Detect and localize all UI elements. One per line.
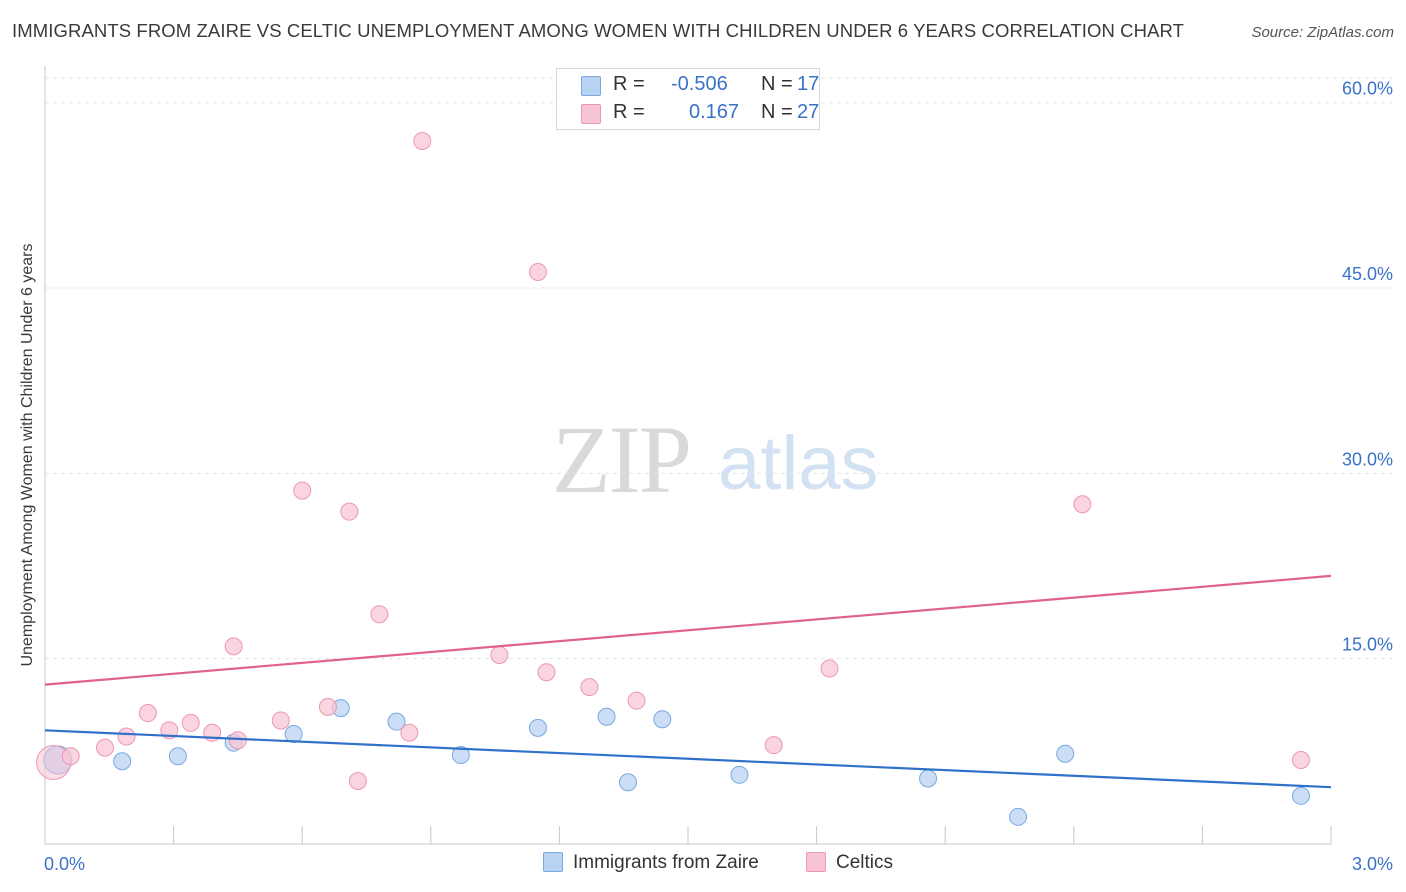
point-celtics xyxy=(181,713,200,732)
watermark-zip: ZIP xyxy=(552,406,692,513)
point-celtics xyxy=(340,502,359,521)
legend-n-value: 17 xyxy=(797,73,820,95)
legend-n-label: N = xyxy=(761,73,793,95)
point-celtics xyxy=(224,637,243,656)
point-celtics xyxy=(627,691,646,710)
legend-swatch-zaire xyxy=(581,76,601,96)
point-zaire xyxy=(919,769,938,788)
legend-r-label: R = xyxy=(613,73,645,95)
point-celtics xyxy=(370,605,389,624)
legend-swatch-celtics xyxy=(581,104,601,124)
point-celtics xyxy=(413,132,432,151)
point-zaire xyxy=(653,710,672,729)
source-label: Source: ZipAtlas.com xyxy=(1251,24,1394,41)
bottom-legend-label-zaire: Immigrants from Zaire xyxy=(573,852,759,873)
point-celtics xyxy=(537,663,556,682)
point-zaire xyxy=(1291,786,1310,805)
point-zaire xyxy=(730,765,749,784)
point-celtics xyxy=(293,481,312,500)
y-tick-label: 60.0% xyxy=(1342,79,1393,99)
point-celtics xyxy=(138,704,157,723)
point-celtics xyxy=(1073,495,1092,514)
legend-n-label: N = xyxy=(761,101,793,123)
point-celtics xyxy=(318,697,337,716)
x-tick-label: 0.0% xyxy=(44,854,85,874)
point-zaire xyxy=(597,707,616,726)
trend-line-zaire xyxy=(44,729,1332,789)
point-zaire xyxy=(387,712,406,731)
y-axis-label: Unemployment Among Women with Children U… xyxy=(19,243,36,667)
point-celtics xyxy=(764,736,783,755)
point-zaire xyxy=(1009,807,1028,826)
legend: R = -0.506 N = 17 R = 0.167 N = 27 xyxy=(556,68,820,130)
point-zaire xyxy=(618,773,637,792)
point-zaire xyxy=(1056,744,1075,763)
bottom-legend-label-celtics: Celtics xyxy=(836,852,894,873)
legend-r-label: R = xyxy=(613,101,645,123)
point-zaire xyxy=(113,752,132,771)
point-celtics xyxy=(820,659,839,678)
point-celtics xyxy=(271,711,290,730)
point-zaire xyxy=(528,718,547,737)
legend-n-value: 27 xyxy=(797,101,820,123)
bottom-legend-swatch-zaire xyxy=(543,852,563,872)
point-celtics xyxy=(580,678,599,697)
point-zaire xyxy=(451,746,470,765)
point-zaire xyxy=(168,747,187,766)
point-celtics xyxy=(61,747,80,766)
point-celtics xyxy=(490,645,509,664)
point-celtics xyxy=(117,727,136,746)
y-tick-label: 30.0% xyxy=(1342,449,1393,469)
point-celtics xyxy=(348,771,367,790)
bottom-legend-zaire: Immigrants from Zaire xyxy=(543,852,759,874)
chart-title: IMMIGRANTS FROM ZAIRE VS CELTIC UNEMPLOY… xyxy=(12,20,1185,41)
point-celtics xyxy=(1291,750,1310,769)
watermark-atlas: atlas xyxy=(718,421,879,506)
legend-r-value: 0.167 xyxy=(689,101,740,123)
legend-r-value: -0.506 xyxy=(671,73,728,95)
point-celtics xyxy=(400,723,419,742)
point-celtics xyxy=(96,738,115,757)
x-tick-label: 3.0% xyxy=(1352,854,1393,874)
bottom-legend-swatch-celtics xyxy=(806,852,826,872)
y-tick-label: 45.0% xyxy=(1342,264,1393,284)
trend-line-celtics xyxy=(44,574,1332,686)
bottom-legend-celtics: Celtics xyxy=(806,852,893,874)
point-zaire xyxy=(284,725,303,744)
point-celtics xyxy=(528,262,547,281)
y-tick-label: 15.0% xyxy=(1342,635,1393,655)
